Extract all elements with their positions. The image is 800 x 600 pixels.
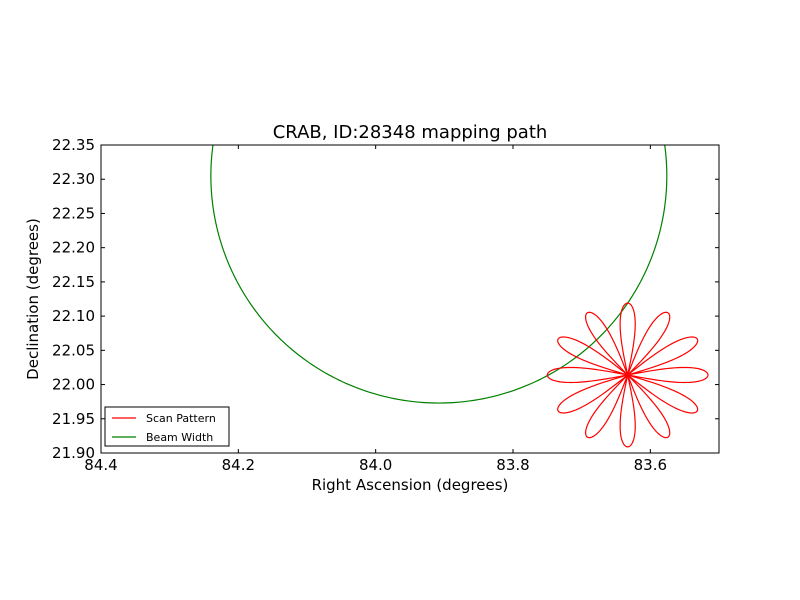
x-tick-label: 84.2 [222, 456, 255, 474]
y-axis: 21.90 21.95 22.00 22.05 22.10 22.15 22.20 22.25… [52, 136, 719, 462]
y-tick-label: 22.25 [52, 204, 95, 222]
x-tick-label: 83.6 [634, 456, 667, 474]
plot-frame [100, 144, 720, 454]
legend: Scan Pattern Beam Width [104, 406, 230, 447]
series-scan-pattern-line [546, 302, 709, 448]
legend-box [104, 406, 230, 447]
x-tick-label: 83.8 [496, 456, 529, 474]
chart-title: CRAB, ID:28348 mapping path [273, 122, 548, 143]
legend-label-beam-width: Beam Width [146, 431, 213, 444]
series-beam-width-line [210, 145, 668, 404]
x-tick-label: 84.4 [84, 456, 117, 474]
y-tick-label: 21.90 [52, 444, 95, 462]
x-axis-label: Right Ascension (degrees) [312, 476, 509, 494]
y-tick-label: 22.20 [52, 239, 95, 257]
y-tick-label: 22.00 [52, 376, 95, 394]
x-axis: 84.4 84.2 84.0 83.8 83.6 [84, 145, 667, 474]
y-tick-label: 22.15 [52, 273, 95, 291]
y-tick-label: 21.95 [52, 410, 95, 428]
y-tick-label: 22.05 [52, 341, 95, 359]
y-tick-label: 22.30 [52, 170, 95, 188]
x-tick-label: 84.0 [359, 456, 392, 474]
legend-label-scan-pattern: Scan Pattern [146, 412, 216, 425]
plot-series-group [210, 145, 709, 448]
y-axis-label: Declination (degrees) [24, 218, 42, 380]
y-tick-label: 22.10 [52, 307, 95, 325]
y-tick-label: 22.35 [52, 136, 95, 154]
